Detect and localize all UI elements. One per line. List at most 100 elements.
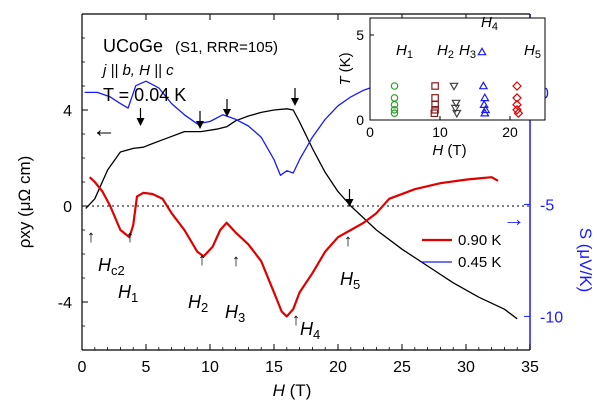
- inset-label-sub: 5: [535, 49, 541, 61]
- inset-frame: [369, 17, 546, 121]
- up-arrow: ↑: [198, 250, 207, 269]
- x-tick-label: 0: [78, 359, 87, 376]
- inset-point-H3: [451, 99, 461, 108]
- y-left-tick-label: 0: [63, 199, 72, 216]
- down-arrow-head: [291, 98, 299, 106]
- inset-x-tick-label: 0: [366, 124, 374, 140]
- inset-point-H5: [512, 81, 522, 91]
- y-left-tick-label: 4: [63, 103, 72, 120]
- inset-x-tick-label: 20: [502, 124, 518, 140]
- inset-x-label-unit: (T): [443, 142, 466, 159]
- x-axis-label-var: H: [273, 381, 286, 400]
- series-line-black: [85, 108, 518, 320]
- x-tick-label: 15: [265, 359, 283, 376]
- down-arrow-head: [136, 118, 145, 126]
- sample-detail-label: (S1, RRR=105): [175, 39, 278, 56]
- inset-y-label-var: T: [337, 75, 354, 86]
- up-arrow: ↑: [126, 227, 135, 246]
- inset-point-H3: [450, 104, 461, 113]
- inset-point-H4: [478, 81, 489, 90]
- h-label-sub: 1: [131, 290, 138, 305]
- x-axis-label: H (T): [273, 381, 312, 400]
- h-label-sub: 2: [201, 300, 208, 315]
- inset-point-H1: [390, 82, 399, 90]
- inset-point-H3: [449, 82, 459, 91]
- y-right-tick-label: -10: [540, 309, 563, 326]
- x-tick-label: 30: [457, 359, 475, 376]
- inset-point-H1: [390, 106, 399, 114]
- inset-label-var: H: [524, 42, 535, 59]
- inset-label-var: H: [437, 42, 448, 59]
- inset-point-H5: [513, 108, 524, 119]
- inset-y-label-unit: (K): [337, 52, 354, 76]
- x-tick-label: 10: [201, 359, 219, 376]
- x-tick-label: 35: [521, 359, 539, 376]
- h-label: H2: [188, 292, 208, 315]
- inset-label-var: H: [459, 42, 470, 59]
- inset-label-var: H: [396, 42, 407, 59]
- inset-point-H4: [480, 108, 490, 117]
- inset-x-tick-label: 10: [432, 124, 448, 140]
- up-arrow: ↑: [87, 227, 96, 246]
- inset-point-H4: [480, 93, 490, 102]
- h-label-sub: 4: [313, 327, 320, 342]
- temperature-label: T = 0.04 K: [103, 85, 186, 105]
- inset-point-H5: [512, 99, 522, 110]
- legend-label: 0.45 K: [458, 254, 501, 271]
- x-tick-label: 20: [329, 359, 347, 376]
- inset-label-sub: 1: [407, 49, 413, 61]
- inset-label-H1: H1: [396, 42, 413, 61]
- inset-point-H2: [430, 109, 439, 118]
- x-tick-label: 5: [142, 359, 151, 376]
- h-label-var: H: [225, 302, 239, 322]
- inset-label-H3: H3: [459, 42, 476, 61]
- inset-y-axis-label: T (K): [337, 52, 354, 85]
- left-axis-arrow: ←: [92, 116, 116, 143]
- inset-point-H3: [452, 109, 462, 119]
- inset-label-H2: H2: [437, 42, 454, 61]
- inset-label-sub: 3: [470, 49, 476, 61]
- y-right-axis-label: S (μV/K): [576, 228, 595, 293]
- legend-label: 0.90 K: [458, 232, 501, 249]
- up-arrow: ↑: [344, 231, 353, 250]
- h-label-var: H: [300, 319, 314, 339]
- inset-label-sub: 2: [448, 49, 454, 61]
- inset-y-tick-label: 0: [356, 112, 364, 128]
- h-label: H4: [300, 319, 320, 342]
- h-label-var: H: [340, 269, 354, 289]
- inset-point-H4: [477, 47, 487, 56]
- h-label-sub: 5: [353, 277, 360, 292]
- h-label: H3: [225, 302, 245, 325]
- h-label: Hc2: [98, 255, 125, 278]
- inset-point-H2: [431, 100, 439, 109]
- config-label: j || b, H || c: [101, 62, 174, 79]
- inset-label-sub: 4: [492, 21, 498, 33]
- h-label: H1: [118, 282, 138, 305]
- inset-point-H4: [480, 104, 491, 114]
- inset-x-axis-label: H (T): [432, 142, 466, 159]
- inset-point-H5: [512, 93, 522, 103]
- y-right-tick-label: -5: [540, 197, 554, 214]
- inset-point-H2: [431, 82, 439, 90]
- h-label-sub: 3: [238, 310, 245, 325]
- right-axis-arrow: →: [503, 206, 525, 231]
- series-line-red: [88, 176, 499, 318]
- down-arrow-head: [223, 109, 231, 117]
- up-arrow: ↑: [292, 310, 301, 329]
- inset-point-H1: [390, 100, 399, 109]
- h-label: H5: [340, 269, 360, 292]
- h-label-var: H: [98, 255, 112, 275]
- sample-label: UCoGe: [103, 36, 163, 56]
- x-axis-label-unit: (T): [285, 381, 311, 400]
- inset-y-tick-label: 5: [356, 27, 364, 43]
- inset-label-H5: H5: [524, 42, 541, 61]
- inset-x-label-var: H: [432, 142, 443, 159]
- down-arrow-head: [196, 121, 204, 129]
- h-label-var: H: [118, 282, 132, 302]
- y-left-axis-label: ρxy (μΩ cm): [15, 156, 34, 249]
- inset-label-H4: H4: [481, 14, 498, 33]
- h-label-sub: c2: [111, 263, 125, 278]
- inset-point-H5: [512, 104, 522, 115]
